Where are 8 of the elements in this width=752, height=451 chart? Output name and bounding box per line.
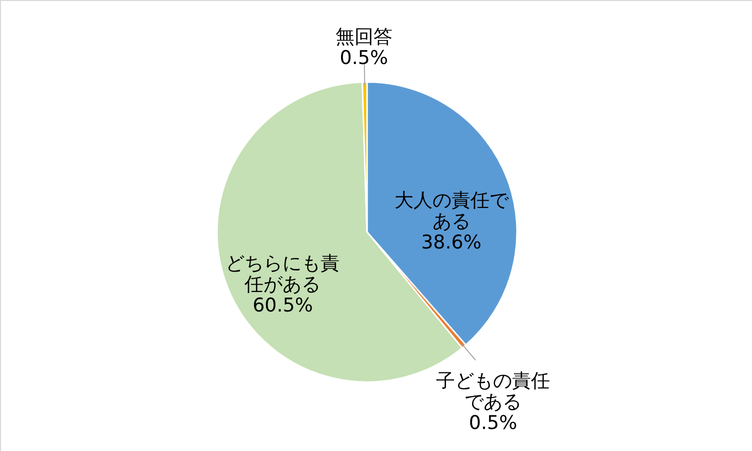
slice-label: 大人の責任である (394, 189, 510, 232)
slice-label: どちらにも責任がある (226, 252, 340, 296)
slice-label: 子どもの責任である (436, 370, 550, 413)
data-label: 60.5% (252, 294, 313, 317)
data-label: 0.5% (468, 412, 518, 434)
data-label: 38.6% (421, 231, 482, 254)
slice-label: 無回答 (335, 26, 392, 48)
data-label: 0.5% (340, 47, 388, 70)
